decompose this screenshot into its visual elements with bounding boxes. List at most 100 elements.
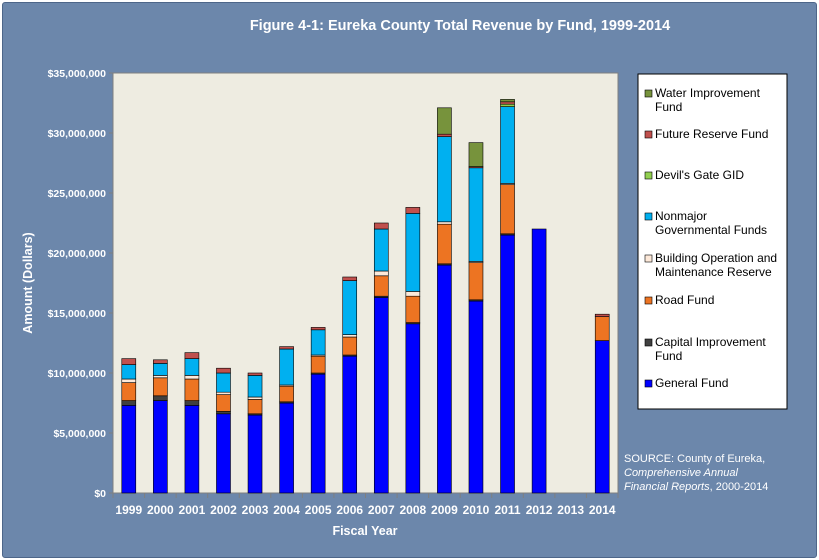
x-tick-label-2008: 2008 bbox=[399, 503, 426, 517]
bar-segment-2007-6 bbox=[373, 222, 389, 230]
bar-segment-2011-4 bbox=[500, 106, 515, 184]
bar-segment-2008-4 bbox=[405, 213, 421, 292]
bar-segment-2001-6 bbox=[184, 352, 200, 359]
bar-segment-2003-0 bbox=[247, 414, 263, 494]
x-tick-label-2005: 2005 bbox=[305, 503, 332, 517]
bar-segment-2000-1 bbox=[153, 395, 168, 401]
x-axis-title: Fiscal Year bbox=[332, 524, 397, 538]
bar-segment-2009-0 bbox=[437, 264, 452, 494]
y-tick-label: $5,000,000 bbox=[53, 428, 106, 440]
bar-segment-2001-3 bbox=[184, 375, 200, 380]
bar-segment-1999-1 bbox=[121, 400, 137, 406]
bar-segment-2010-2 bbox=[468, 262, 484, 301]
source-line-2: Comprehensive Annual bbox=[624, 467, 738, 479]
x-tick-label-2003: 2003 bbox=[242, 503, 269, 517]
legend-label-2: Road Fund bbox=[655, 293, 714, 307]
bar-segment-2011-0 bbox=[500, 234, 515, 494]
bar-segment-2010-4 bbox=[468, 167, 484, 262]
x-tick-label-2013: 2013 bbox=[557, 503, 584, 517]
bar-segment-2006-4 bbox=[342, 280, 358, 335]
legend-label-6: Future Reserve Fund bbox=[655, 127, 768, 141]
bar-segment-2006-3 bbox=[342, 334, 358, 338]
y-tick-label: $10,000,000 bbox=[48, 368, 107, 380]
y-axis-title: Amount (Dollars) bbox=[21, 232, 35, 333]
y-tick-label: $30,000,000 bbox=[48, 128, 107, 140]
x-tick-label-2009: 2009 bbox=[431, 503, 458, 517]
bar-segment-2009-7 bbox=[437, 107, 452, 135]
bar-segment-2006-0 bbox=[342, 355, 358, 494]
x-tick-label-2011: 2011 bbox=[495, 503, 521, 517]
legend-swatch-7 bbox=[644, 89, 653, 98]
bar-segment-1999-2 bbox=[121, 382, 137, 401]
bar-segment-2009-3 bbox=[437, 221, 452, 225]
bar-segment-2004-6 bbox=[279, 346, 294, 350]
legend-swatch-1 bbox=[644, 338, 653, 347]
bar-segment-2009-2 bbox=[437, 223, 452, 265]
source-line-1: SOURCE: County of Eureka, bbox=[624, 453, 765, 465]
bar-segment-2003-2 bbox=[247, 399, 263, 415]
bar-segment-2002-3 bbox=[216, 391, 231, 395]
x-tick-label-2004: 2004 bbox=[273, 503, 300, 517]
x-tick-label-2001: 2001 bbox=[179, 503, 206, 517]
bar-segment-2005-6 bbox=[310, 327, 326, 331]
bar-segment-2012-0 bbox=[531, 228, 547, 494]
bar-segment-2005-4 bbox=[310, 329, 326, 356]
bar-segment-2007-3 bbox=[373, 270, 389, 277]
bar-segment-2001-4 bbox=[184, 358, 200, 376]
bar-segment-2011-5 bbox=[500, 103, 515, 107]
legend-swatch-5 bbox=[644, 171, 653, 180]
bar-segment-2001-2 bbox=[184, 378, 200, 401]
bar-segment-2007-0 bbox=[373, 297, 389, 494]
legend-swatch-4 bbox=[644, 212, 653, 221]
bars bbox=[121, 99, 610, 494]
bar-segment-2014-6 bbox=[594, 313, 610, 317]
bar-segment-1999-4 bbox=[121, 364, 137, 380]
legend-label-0: General Fund bbox=[655, 376, 728, 390]
bar-segment-2003-3 bbox=[247, 396, 263, 400]
x-tick-label-2000: 2000 bbox=[147, 503, 174, 517]
bar-segment-2008-3 bbox=[405, 291, 421, 297]
y-tick-label: $25,000,000 bbox=[48, 188, 107, 200]
legend-swatch-0 bbox=[644, 379, 653, 388]
legend-label-1: Capital Improvement Fund bbox=[655, 335, 766, 363]
bar-segment-2002-1 bbox=[216, 411, 231, 415]
x-tick-label-2014: 2014 bbox=[589, 503, 616, 517]
x-tick-label-1999: 1999 bbox=[115, 503, 142, 517]
x-tick-label-2012: 2012 bbox=[526, 503, 553, 517]
chart-title: Figure 4-1: Eureka County Total Revenue … bbox=[250, 18, 670, 34]
bar-segment-2000-4 bbox=[153, 363, 168, 376]
bar-segment-2002-0 bbox=[216, 413, 231, 494]
legend-label-4: Nonmajor Governmental Funds bbox=[655, 209, 767, 237]
bar-segment-1999-6 bbox=[121, 358, 137, 365]
bar-segment-2000-0 bbox=[153, 400, 168, 494]
bar-segment-1999-0 bbox=[121, 405, 137, 494]
bar-segment-2003-6 bbox=[247, 372, 263, 376]
bar-segment-2011-7 bbox=[500, 99, 515, 103]
bar-segment-2001-0 bbox=[184, 405, 200, 494]
legend-label-7: Water Improvement Fund bbox=[655, 86, 761, 114]
legend-box bbox=[637, 73, 788, 410]
bar-segment-2005-2 bbox=[310, 355, 326, 374]
source-line-3: Financial Reports, 2000-2014 bbox=[624, 481, 768, 493]
bar-segment-2009-4 bbox=[437, 136, 452, 223]
bar-segment-2007-4 bbox=[373, 228, 389, 272]
bar-segment-2006-2 bbox=[342, 336, 358, 356]
bar-segment-2002-4 bbox=[216, 372, 231, 393]
x-tick-label-2007: 2007 bbox=[368, 503, 395, 517]
bar-segment-2008-0 bbox=[405, 323, 421, 494]
legend-label-3: Building Operation and Maintenance Reserv… bbox=[655, 251, 777, 279]
legend-swatch-3 bbox=[644, 254, 653, 263]
x-tick-label-2010: 2010 bbox=[463, 503, 490, 517]
bar-segment-2008-2 bbox=[405, 295, 421, 323]
x-axis: 1999 2000 2001 2002 2003 2004 2005 2006 2007 2008… bbox=[112, 493, 619, 517]
legend-swatch-2 bbox=[644, 296, 653, 305]
bar-segment-2004-2 bbox=[279, 385, 294, 403]
legend-label-5: Devil's Gate GID bbox=[655, 168, 744, 182]
bar-segment-2004-0 bbox=[279, 402, 294, 494]
bar-segment-2014-0 bbox=[594, 340, 610, 494]
legend-swatch-6 bbox=[644, 130, 653, 139]
bar-segment-2000-6 bbox=[153, 359, 168, 364]
bar-segment-2004-4 bbox=[279, 348, 294, 386]
bar-segment-2011-6 bbox=[500, 101, 515, 105]
